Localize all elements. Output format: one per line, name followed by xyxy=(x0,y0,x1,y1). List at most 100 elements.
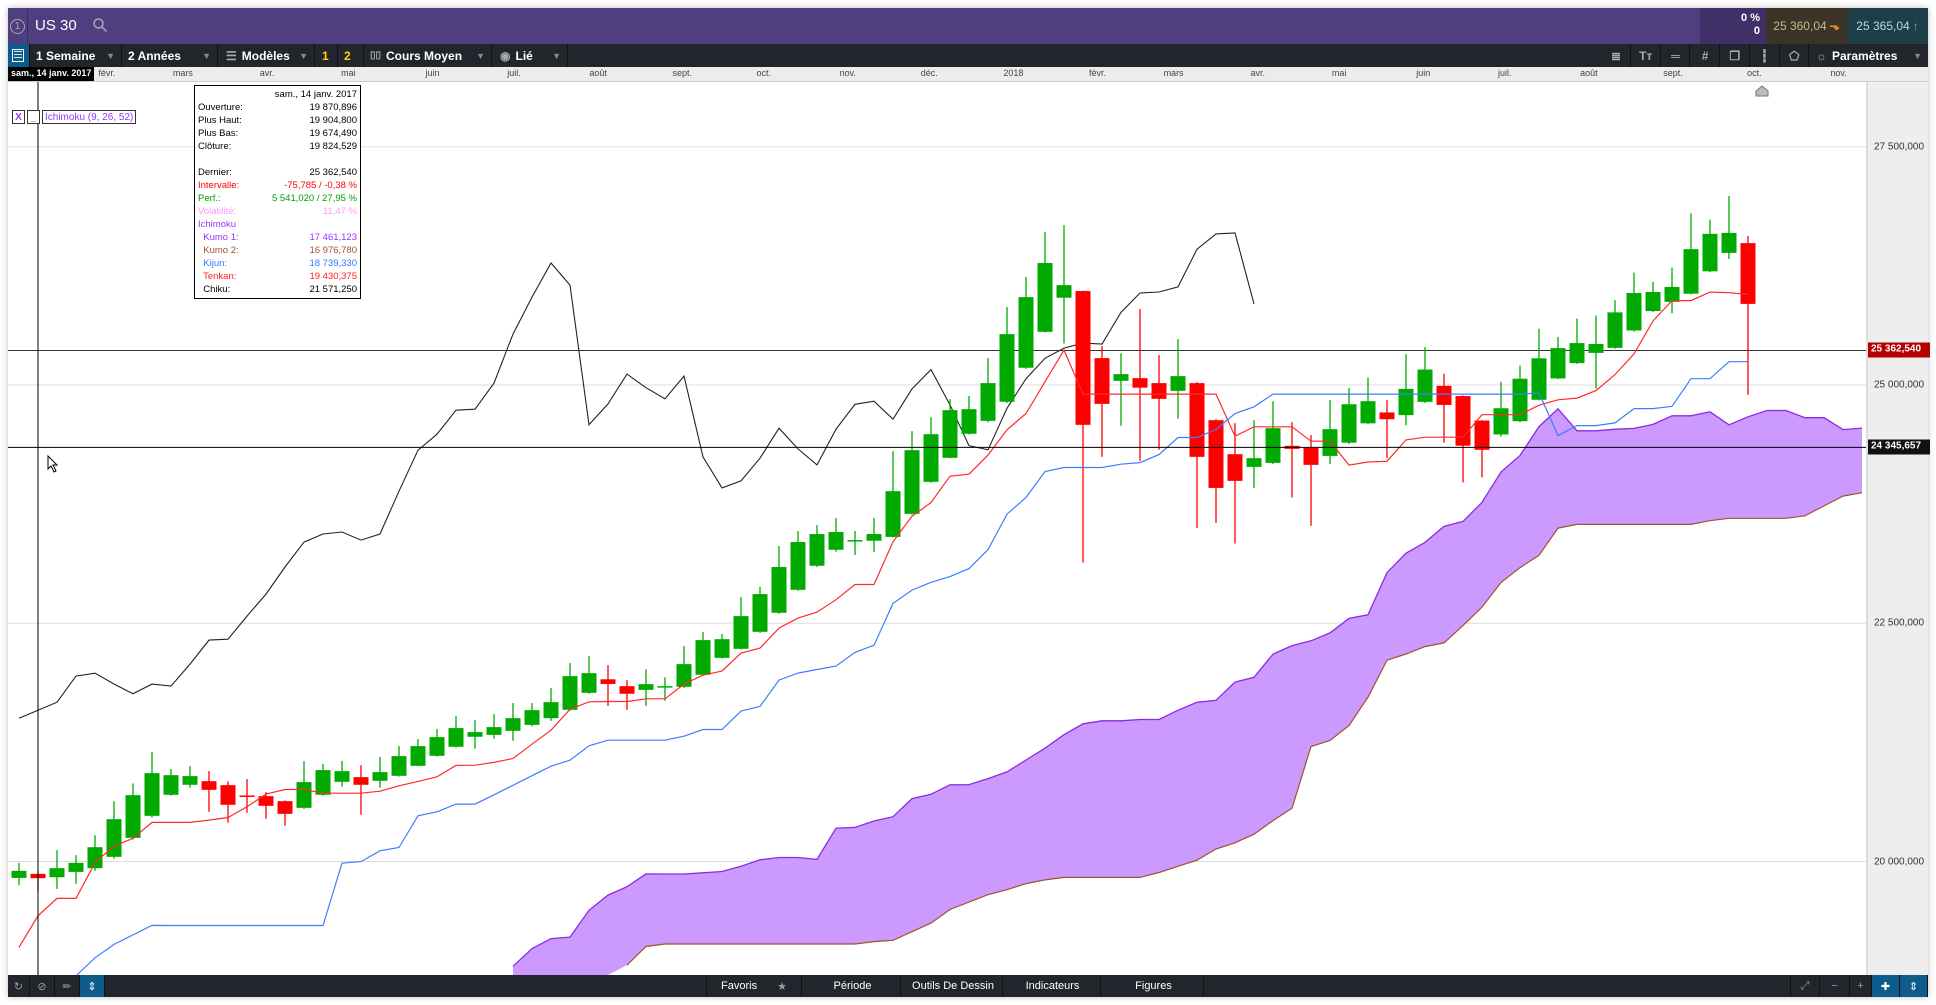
chikou-line xyxy=(18,232,1255,719)
data-tooltip: sam., 14 janv. 2017 Ouverture: 19 870,896… xyxy=(194,85,361,299)
refresh-button[interactable]: ↻ xyxy=(8,975,30,997)
candle-up xyxy=(372,772,388,781)
candle-up xyxy=(296,782,312,808)
candle-down xyxy=(353,777,369,785)
chart-type-dropdown[interactable]: ▯▯ Cours Moyen ▼ xyxy=(364,44,492,67)
windows-button[interactable]: ❐ xyxy=(1721,44,1750,67)
time-axis[interactable]: nov. oct. sept. août juil. juin mai avr. mars fév… xyxy=(8,67,1928,82)
candle-up xyxy=(1037,263,1053,332)
candle-up xyxy=(1702,233,1718,272)
windows-icon: ❐ xyxy=(1729,48,1741,63)
drawing-tools-label: Outils De Dessin xyxy=(912,980,994,992)
search-icon[interactable] xyxy=(92,17,108,33)
grid-edit-icon: # xyxy=(1701,48,1709,63)
candle-up xyxy=(1721,232,1737,253)
chevron-down-icon: ▼ xyxy=(1913,50,1922,61)
tag-button[interactable]: ⬠ xyxy=(1780,44,1810,67)
candle-up xyxy=(1170,376,1186,391)
instrument-bar: 1 US 30 0 % 0 25 360,04 ⬎ 25 365,04 ↑ xyxy=(8,8,1928,44)
symbol-name[interactable]: US 30 xyxy=(35,17,77,34)
chevron-down-icon: ▼ xyxy=(476,50,485,61)
tag-icon: ⬠ xyxy=(1788,48,1800,63)
layout-2-label: 2 xyxy=(344,48,351,63)
grid-edit-button[interactable]: # xyxy=(1691,44,1721,67)
month-tick-label: oct. xyxy=(1747,68,1762,78)
tooltip-value: 17 461,123 xyxy=(309,232,357,243)
price-tick-label: 25 000,000 xyxy=(1874,379,1925,391)
expand-button[interactable]: ⇕ xyxy=(1900,975,1928,997)
kumo-2-line xyxy=(626,492,1863,966)
candle-up xyxy=(657,686,673,688)
link-dropdown[interactable]: ◉ Lié ▼ xyxy=(494,44,568,67)
indicator-name[interactable]: Ichimoku (9, 26, 52) xyxy=(42,110,137,124)
buy-price-button[interactable]: 25 365,04 ↑ xyxy=(1847,8,1928,44)
settings-dropdown[interactable]: ☼ Paramètres ▼ xyxy=(1810,44,1928,67)
tooltip-value: -75,785 / -0,38 % xyxy=(284,180,357,191)
minimize-indicator-button[interactable]: _ xyxy=(27,110,40,124)
home-marker-icon[interactable] xyxy=(1755,85,1769,97)
tooltip-value: 18 739,330 xyxy=(309,258,357,269)
tooltip-row: Volatilité: 11,47 % xyxy=(198,205,357,218)
models-dropdown[interactable]: ☰ Modèles ▼ xyxy=(220,44,315,67)
layout-2-button[interactable]: 2 xyxy=(338,44,364,67)
scale-toggle-button[interactable]: ⇕ xyxy=(80,975,105,997)
plus-icon: + xyxy=(1857,980,1864,992)
candle-up xyxy=(581,673,597,693)
clear-button[interactable]: ⊘ xyxy=(30,975,55,997)
price-tick-label: 22 500,000 xyxy=(1874,617,1925,629)
chart-number-badge[interactable]: 1 xyxy=(8,8,28,44)
candle-up xyxy=(87,847,103,869)
pencil-button[interactable]: ✏ xyxy=(55,975,80,997)
month-tick-label: mai xyxy=(1331,68,1347,78)
period-button[interactable]: Période xyxy=(805,975,901,997)
remove-indicator-button[interactable]: X xyxy=(12,110,25,124)
drawing-tools-button[interactable]: Outils De Dessin xyxy=(904,975,1003,997)
candle-up xyxy=(144,773,160,816)
chart-canvas[interactable] xyxy=(8,82,1866,975)
figures-button[interactable]: Figures xyxy=(1104,975,1204,997)
trading-window: 1 US 30 0 % 0 25 360,04 ⬎ 25 365,04 ↑ — — — 1… xyxy=(8,8,1930,997)
candle-down xyxy=(220,785,236,805)
month-tick-label: nov. xyxy=(1830,68,1847,78)
tooltip-label: Chiku: xyxy=(198,284,231,295)
candle-up xyxy=(847,540,863,542)
price-axis[interactable]: 27 500,000 25 000,000 22 500,000 20 000,000… xyxy=(1866,82,1930,975)
layout-1-button[interactable]: 1 xyxy=(316,44,338,67)
candle-up xyxy=(334,771,350,782)
candle-up xyxy=(1550,348,1566,379)
candle-up xyxy=(1531,358,1547,400)
horizontal-lines-button[interactable]: ═ xyxy=(1661,44,1691,67)
change-display: 0 % 0 xyxy=(1700,8,1766,44)
candle-up xyxy=(961,409,977,434)
candle-up xyxy=(182,776,198,785)
range-dropdown[interactable]: 2 Années ▼ xyxy=(122,44,218,67)
crosshair-button[interactable]: ✚ xyxy=(1872,975,1900,997)
candle-up xyxy=(1018,297,1034,368)
tooltip-row: Tenkan: 19 430,375 xyxy=(198,270,357,283)
price-scale-button[interactable]: ≣ xyxy=(1602,44,1631,67)
month-tick-label: juil. xyxy=(507,68,521,78)
text-size-button[interactable]: Tᴛ xyxy=(1632,44,1661,67)
tooltip-row: Intervalle: -75,785 / -0,38 % xyxy=(198,179,357,192)
period-dropdown[interactable]: 1 Semaine ▼ xyxy=(30,44,122,67)
month-tick-label: févr. xyxy=(98,68,116,78)
candle-down xyxy=(1151,383,1167,399)
menu-button[interactable]: — — — xyxy=(8,44,30,67)
minus-icon: − xyxy=(1831,980,1838,992)
candle-up xyxy=(866,534,882,541)
chevron-down-icon: ▼ xyxy=(552,50,561,61)
favorites-button[interactable]: Favoris ★ xyxy=(706,975,802,997)
sell-price-button[interactable]: 25 360,04 ⬎ xyxy=(1766,8,1847,44)
zoom-in-button[interactable]: + xyxy=(1850,975,1872,997)
zoom-out-button[interactable]: − xyxy=(1820,975,1850,997)
candle-button[interactable]: ┇ xyxy=(1751,44,1780,67)
candle-up xyxy=(315,770,331,795)
indicators-button[interactable]: Indicateurs xyxy=(1005,975,1101,997)
price-chart[interactable]: X _ Ichimoku (9, 26, 52) sam., 14 janv. … xyxy=(8,82,1866,975)
tooltip-label: Ichimoku xyxy=(198,219,237,230)
crosshair-price-tag: 24 345,657 xyxy=(1868,439,1930,455)
candle-up xyxy=(1626,293,1642,331)
candle-up xyxy=(714,639,730,658)
fit-button[interactable]: ⤢ xyxy=(1790,975,1820,997)
candle-up xyxy=(429,737,445,756)
